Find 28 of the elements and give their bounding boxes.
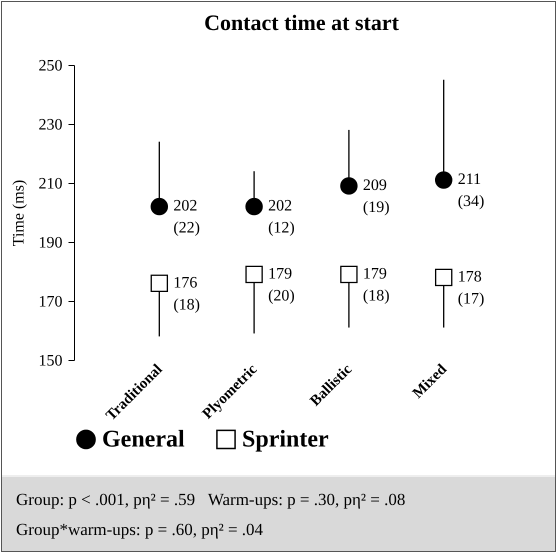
point (245, 266, 263, 284)
y-tick-label: 210 (38, 176, 62, 192)
data-label: 202 (12) (268, 198, 295, 237)
legend-label: General (102, 426, 185, 452)
data-label: 211 (34) (458, 171, 484, 210)
point (150, 274, 168, 292)
point (434, 268, 452, 286)
point (150, 198, 168, 216)
text: Group*warm-ups: p = .60, pη² = .04 (16, 519, 264, 541)
data-label: 179 (20) (268, 265, 295, 304)
data-label: 209 (19) (362, 176, 390, 216)
point (340, 177, 358, 195)
data-label: 179 (18) (362, 265, 390, 304)
point (434, 171, 452, 189)
y-axis-title: Time (ms) (10, 180, 28, 246)
data-label: 202 (22) (173, 198, 200, 237)
y-tick-label: 170 (38, 294, 62, 310)
text: Group: p < .001, pη² = .59 Warm-ups: p = .30, pη² = .08 (16, 489, 406, 511)
legend-label: Sprinter (242, 426, 330, 452)
y-tick-label: 190 (38, 234, 62, 252)
point (340, 266, 358, 284)
y-tick-label: 150 (38, 352, 62, 370)
chart-title: Contact time at start (204, 10, 400, 35)
y-tick-label: 250 (38, 58, 62, 74)
point (245, 198, 263, 216)
data-label: 176 (18) (173, 274, 200, 314)
y-tick-label: 230 (38, 116, 62, 134)
data-label: 178 (17) (458, 268, 484, 308)
